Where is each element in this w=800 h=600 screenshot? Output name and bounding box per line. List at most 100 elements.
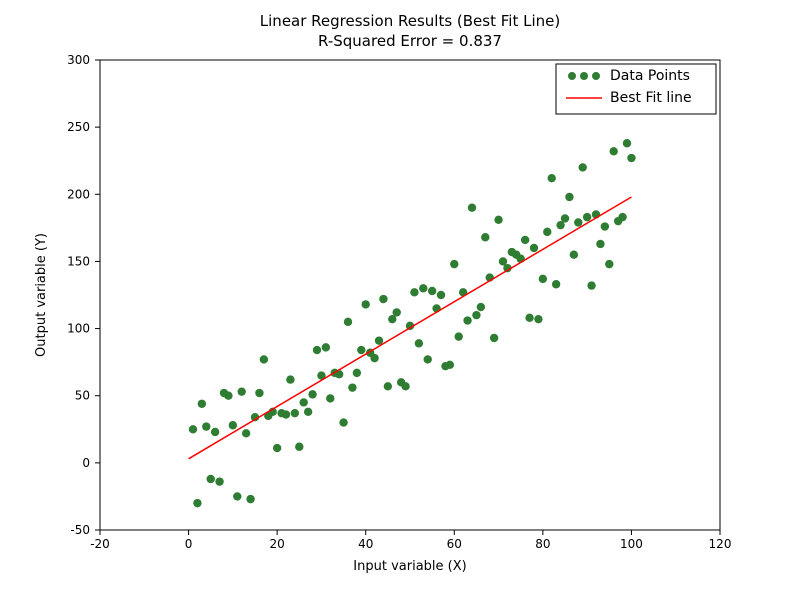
data-point (295, 443, 303, 451)
legend-marker-scatter (568, 72, 576, 80)
data-point (282, 410, 290, 418)
x-tick-label: 20 (270, 537, 285, 551)
data-point (326, 394, 334, 402)
data-point (477, 303, 485, 311)
data-point (601, 222, 609, 230)
y-tick-label: 300 (67, 53, 90, 67)
data-point (570, 251, 578, 259)
data-point (202, 422, 210, 430)
data-point (384, 382, 392, 390)
y-axis-label: Output variable (Y) (34, 233, 49, 357)
data-point (481, 233, 489, 241)
data-point (211, 428, 219, 436)
data-point (587, 281, 595, 289)
data-point (353, 369, 361, 377)
data-point (322, 343, 330, 351)
data-point (273, 444, 281, 452)
data-point (410, 288, 418, 296)
data-point (574, 218, 582, 226)
legend-marker-scatter (592, 72, 600, 80)
legend-marker-scatter (580, 72, 588, 80)
y-tick-label: 150 (67, 254, 90, 268)
data-point (552, 280, 560, 288)
data-point (224, 392, 232, 400)
data-point (362, 300, 370, 308)
data-point (304, 408, 312, 416)
data-point (242, 429, 250, 437)
data-point (583, 213, 591, 221)
data-point (189, 425, 197, 433)
data-point (238, 387, 246, 395)
data-point (198, 400, 206, 408)
data-point (393, 308, 401, 316)
data-point (530, 244, 538, 252)
data-point (375, 336, 383, 344)
x-tick-label: 60 (447, 537, 462, 551)
data-point (246, 495, 254, 503)
data-point (308, 390, 316, 398)
data-point (521, 236, 529, 244)
data-point (463, 316, 471, 324)
y-tick-label: 0 (82, 456, 90, 470)
legend-label: Data Points (610, 68, 690, 84)
data-point (255, 389, 263, 397)
data-point (339, 418, 347, 426)
data-point (494, 216, 502, 224)
chart-container: -20 0 20 40 60 80 100 120 -50 0 50 100 150 200 250 300 I… (0, 0, 800, 600)
data-point (260, 355, 268, 363)
data-point (472, 311, 480, 319)
y-tick-label: 200 (67, 187, 90, 201)
best-fit-line (189, 197, 632, 459)
data-point (401, 382, 409, 390)
regression-chart: -20 0 20 40 60 80 100 120 -50 0 50 100 150 200 250 300 I… (0, 0, 800, 600)
data-point (623, 139, 631, 147)
data-point (605, 260, 613, 268)
data-point (539, 275, 547, 283)
data-point (596, 240, 604, 248)
data-point (370, 354, 378, 362)
data-point (618, 213, 626, 221)
x-tick-label: 80 (535, 537, 550, 551)
data-point (525, 314, 533, 322)
x-tick-label: 40 (358, 537, 373, 551)
data-point (534, 315, 542, 323)
legend-label: Best Fit line (610, 90, 692, 106)
data-point (313, 346, 321, 354)
data-point (468, 204, 476, 212)
chart-title-line1: Linear Regression Results (Best Fit Line… (260, 12, 560, 30)
data-point (415, 339, 423, 347)
data-point (627, 154, 635, 162)
data-point (344, 318, 352, 326)
x-tick-label: -20 (90, 537, 110, 551)
data-point (424, 355, 432, 363)
chart-title-line2: R-Squared Error = 0.837 (318, 32, 502, 50)
data-point (215, 477, 223, 485)
x-tick-label: 120 (709, 537, 732, 551)
x-tick-label: 100 (620, 537, 643, 551)
x-axis-label: Input variable (X) (353, 559, 466, 574)
data-point (561, 214, 569, 222)
data-point (419, 284, 427, 292)
data-point (193, 499, 201, 507)
data-point (548, 174, 556, 182)
data-point (379, 295, 387, 303)
data-point (229, 421, 237, 429)
data-point (543, 228, 551, 236)
data-point (455, 332, 463, 340)
data-point (428, 287, 436, 295)
data-point (300, 398, 308, 406)
x-tick-label: 0 (185, 537, 193, 551)
y-tick-label: 50 (75, 389, 90, 403)
y-tick-label: -50 (70, 523, 90, 537)
data-point (446, 361, 454, 369)
data-point (565, 193, 573, 201)
data-point (579, 163, 587, 171)
plot-border (100, 60, 720, 530)
data-point (286, 375, 294, 383)
y-tick-label: 100 (67, 322, 90, 336)
data-points-group (189, 139, 636, 507)
data-point (490, 334, 498, 342)
data-point (233, 492, 241, 500)
legend: Data Points Best Fit line (556, 64, 716, 114)
y-tick-label: 250 (67, 120, 90, 134)
